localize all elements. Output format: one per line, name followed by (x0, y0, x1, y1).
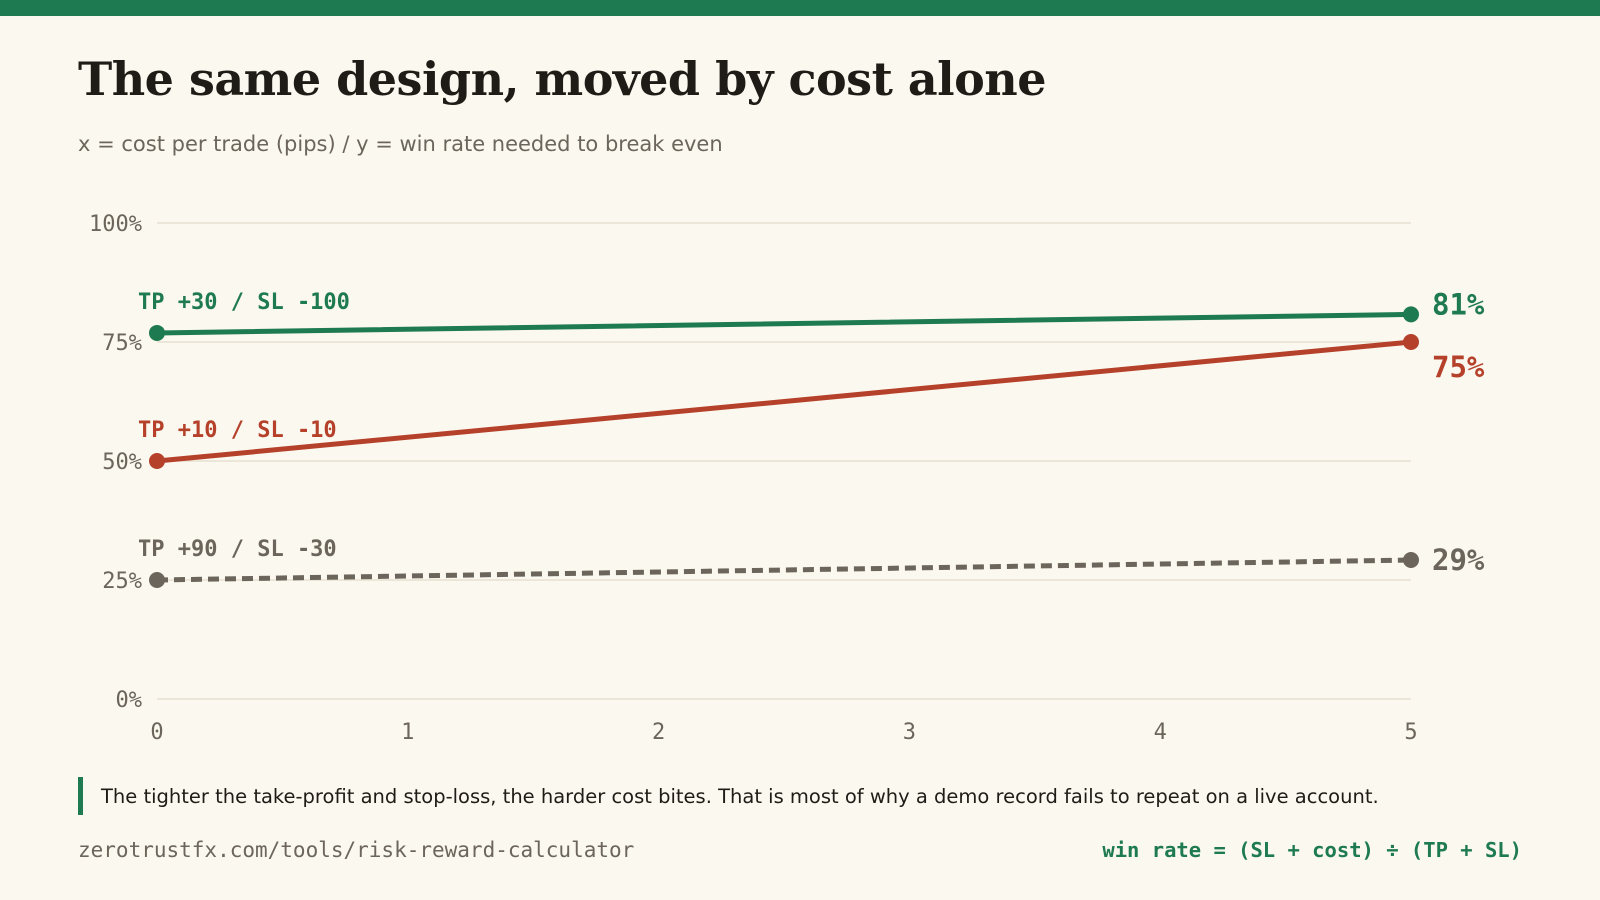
footer-url: zerotrustfx.com/tools/risk-reward-calcul… (78, 838, 635, 862)
end-value-label: 29% (1432, 543, 1485, 577)
x-tick-label: 4 (1154, 720, 1167, 745)
top-accent-bar (0, 0, 1600, 16)
x-tick-label: 0 (150, 720, 163, 745)
end-value-label: 75% (1432, 350, 1485, 384)
series-line (156, 557, 1412, 583)
x-tick-label: 5 (1404, 720, 1417, 745)
chart-title: The same design, moved by cost alone (78, 52, 1047, 106)
series-name-label: TP +30 / SL -100 (138, 290, 350, 315)
series-group: TP +30 / SL -100 81%TP +10 / SL -1075%TP … (138, 287, 1485, 588)
data-point (1403, 552, 1419, 569)
data-point (1403, 306, 1419, 323)
series-name-label: TP +10 / SL -10 (138, 418, 337, 443)
data-point (149, 572, 165, 588)
y-tick-label: 50% (102, 450, 142, 475)
series-line (154, 311, 1414, 336)
takeaway-text: The tighter the take-profit and stop-los… (101, 784, 1379, 808)
footer-formula: win rate = (SL + cost) ÷ (TP + SL) (1102, 838, 1522, 862)
data-point (1403, 334, 1419, 350)
series-1: TP +30 / SL -100 81% (138, 287, 1485, 341)
chart-subtitle: x = cost per trade (pips) / y = win rate… (78, 132, 723, 156)
y-tick-label: 0% (116, 688, 143, 713)
data-point (149, 453, 165, 469)
y-axis: 0% 25% 50% 75% 100% (89, 212, 142, 713)
grid-lines (157, 222, 1411, 700)
x-tick-label: 1 (401, 720, 414, 745)
series-3: TP +90 / SL -30 29% (138, 537, 1485, 588)
data-point (149, 324, 165, 341)
x-axis: 0 1 2 3 4 5 (150, 720, 1417, 745)
y-tick-label: 25% (102, 569, 142, 594)
takeaway-note: The tighter the take-profit and stop-los… (78, 777, 1379, 815)
y-tick-label: 75% (102, 331, 142, 356)
series-line (154, 339, 1414, 464)
x-tick-label: 2 (652, 720, 665, 745)
end-value-label: 81% (1432, 287, 1485, 321)
series-2: TP +10 / SL -10 75% (138, 334, 1485, 469)
series-name-label: TP +90 / SL -30 (138, 537, 337, 562)
y-tick-label: 100% (89, 212, 142, 237)
x-tick-label: 3 (903, 720, 916, 745)
